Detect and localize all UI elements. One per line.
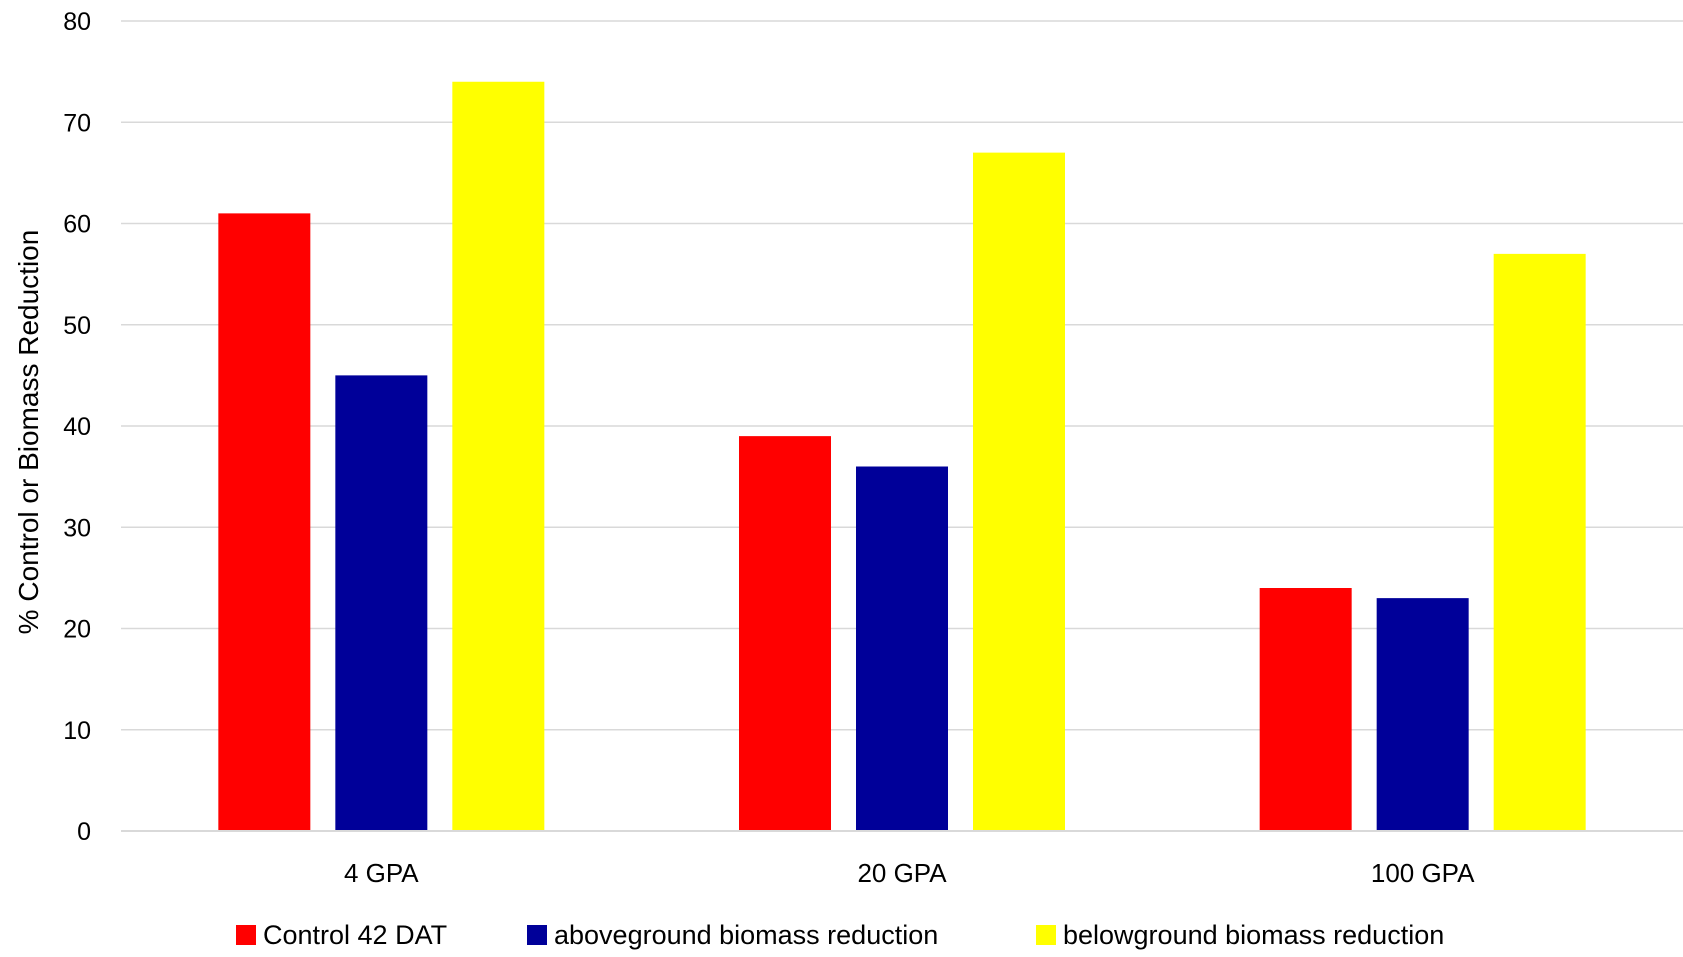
bar-3-3: [1493, 253, 1586, 831]
y-tick-label: 30: [63, 514, 91, 542]
y-tick-label: 50: [63, 312, 91, 340]
y-tick-label: 70: [63, 109, 91, 137]
y-tick-label: 20: [63, 616, 91, 644]
y-tick-label: 80: [63, 8, 91, 36]
bar-1-3: [1259, 588, 1352, 831]
y-tick-label: 0: [77, 818, 91, 846]
legend-item: Control 42 DAT: [236, 920, 447, 950]
legend-label: aboveground biomass reduction: [554, 920, 938, 950]
legend-swatch: [527, 925, 547, 945]
bar-2-1: [335, 375, 428, 831]
bar-3-2: [973, 152, 1065, 831]
legend-item: belowground biomass reduction: [1036, 920, 1444, 950]
y-tick-label: 60: [63, 211, 91, 239]
bars: [218, 81, 1586, 831]
legend-label: belowground biomass reduction: [1063, 920, 1444, 950]
bar-3-1: [452, 81, 545, 831]
legend-swatch: [1036, 925, 1056, 945]
x-tick-label: 4 GPA: [344, 858, 419, 888]
axes: 0 10 20 30 40 50 60 70 80 4 GPA 20 GPA 100 GPA: [63, 8, 1683, 888]
bar-1-1: [218, 213, 311, 831]
bar-1-2: [739, 436, 831, 831]
legend: Control 42 DAT aboveground biomass reduct…: [236, 920, 1444, 950]
bar-2-2: [856, 466, 948, 831]
y-tick-label: 10: [63, 717, 91, 745]
legend-item: aboveground biomass reduction: [527, 920, 938, 950]
x-tick-label: 100 GPA: [1371, 858, 1475, 888]
x-tick-label: 20 GPA: [857, 858, 947, 888]
legend-swatch: [236, 925, 256, 945]
bar-2-3: [1376, 598, 1469, 831]
legend-label: Control 42 DAT: [263, 920, 447, 950]
y-axis-title: % Control or Biomass Reduction: [13, 230, 44, 635]
y-tick-label: 40: [63, 413, 91, 441]
